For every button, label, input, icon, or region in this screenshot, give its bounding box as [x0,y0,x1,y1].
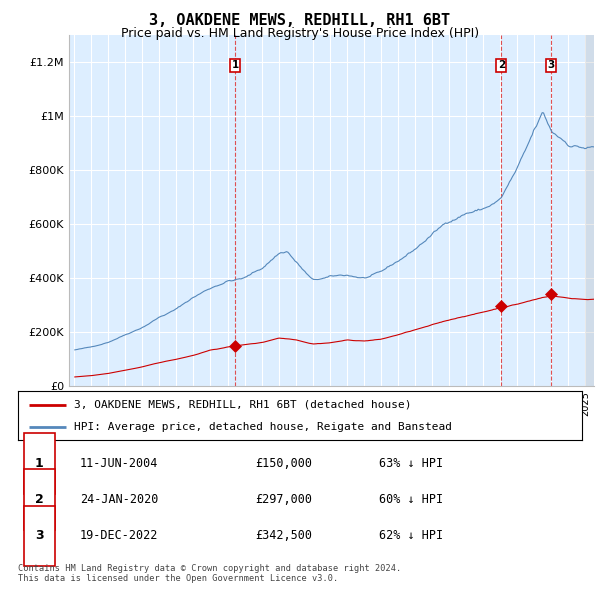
Text: Contains HM Land Registry data © Crown copyright and database right 2024.
This d: Contains HM Land Registry data © Crown c… [18,563,401,583]
Text: 3: 3 [547,60,554,70]
Text: £297,000: £297,000 [255,493,312,506]
Text: 3: 3 [35,529,43,542]
Text: 2: 2 [497,60,505,70]
Text: 24-JAN-2020: 24-JAN-2020 [80,493,158,506]
Text: HPI: Average price, detached house, Reigate and Banstead: HPI: Average price, detached house, Reig… [74,422,452,432]
Text: 62% ↓ HPI: 62% ↓ HPI [379,529,443,542]
Text: 19-DEC-2022: 19-DEC-2022 [80,529,158,542]
Text: 3, OAKDENE MEWS, REDHILL, RH1 6BT (detached house): 3, OAKDENE MEWS, REDHILL, RH1 6BT (detac… [74,399,412,409]
Text: 2: 2 [35,493,44,506]
Text: 60% ↓ HPI: 60% ↓ HPI [379,493,443,506]
FancyBboxPatch shape [23,506,55,566]
Text: 1: 1 [35,457,44,470]
Text: 63% ↓ HPI: 63% ↓ HPI [379,457,443,470]
Text: £342,500: £342,500 [255,529,312,542]
Text: £150,000: £150,000 [255,457,312,470]
Bar [586,35,594,386]
Text: 11-JUN-2004: 11-JUN-2004 [80,457,158,470]
Text: 3, OAKDENE MEWS, REDHILL, RH1 6BT: 3, OAKDENE MEWS, REDHILL, RH1 6BT [149,13,451,28]
Text: 1: 1 [232,60,239,70]
Text: Price paid vs. HM Land Registry's House Price Index (HPI): Price paid vs. HM Land Registry's House … [121,27,479,40]
FancyBboxPatch shape [23,433,55,494]
FancyBboxPatch shape [23,469,55,530]
